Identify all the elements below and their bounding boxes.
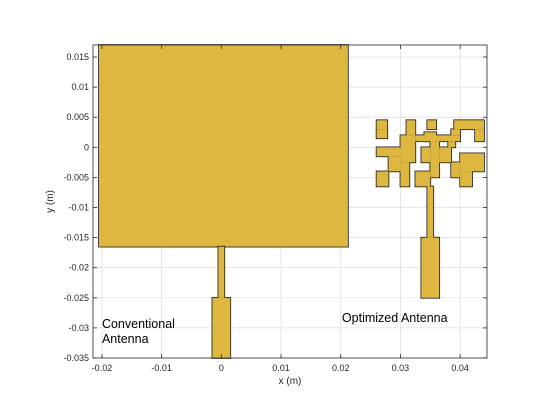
x-tick-label: -0.02 — [92, 363, 113, 373]
optimized-antenna-segment — [406, 120, 416, 136]
y-tick-label: 0.01 — [71, 82, 89, 92]
x-axis-ticks: -0.02 -0.01 0 0.01 0.02 0.03 0.04 — [92, 45, 469, 373]
conventional-patch — [98, 44, 349, 248]
conventional-feed — [211, 245, 232, 359]
y-tick-label: 0.005 — [66, 112, 89, 122]
y-tick-label: -0.03 — [68, 323, 89, 333]
optimized-antenna-segment — [448, 141, 456, 148]
conventional-feed-fill — [212, 246, 231, 358]
optimized-antenna-segment — [460, 171, 473, 187]
y-axis-ticks: 0.015 0.01 0.005 0 -0.005 -0.01 -0.015 -0.02 -0.… — [63, 52, 487, 363]
y-tick-label: 0 — [84, 142, 89, 152]
optimized-antenna-segment — [430, 141, 440, 178]
optimized-antenna-segment — [388, 156, 401, 172]
y-tick-label: -0.015 — [63, 233, 89, 243]
y-tick-label: -0.02 — [68, 263, 89, 273]
y-tick-label: -0.01 — [68, 203, 89, 213]
optimized-antenna-segment — [376, 171, 389, 187]
conventional-patch-fill — [98, 45, 348, 247]
y-axis-label: y (m) — [45, 190, 56, 213]
optimized-antenna-segment — [451, 129, 461, 136]
y-tick-label: -0.005 — [63, 172, 89, 182]
conventional-feed-segment — [218, 246, 225, 298]
annotation-text: Conventional Antenna — [102, 317, 175, 346]
optimized-antenna — [375, 119, 485, 299]
conventional-feed-segment — [212, 297, 231, 358]
annotation-line: Optimized Antenna — [342, 311, 448, 325]
optimized-antenna-segment — [376, 120, 388, 130]
x-tick-label: 0.03 — [392, 363, 410, 373]
annotation-text: Optimized Antenna — [342, 311, 448, 325]
optimized-antenna-segment — [415, 171, 431, 187]
annotation-line: Conventional — [102, 317, 175, 331]
optimized-antenna-segment — [460, 153, 485, 172]
optimized-antenna-fill — [376, 120, 485, 298]
y-tick-label: 0.015 — [66, 52, 89, 62]
optimized-antenna-segment — [400, 135, 416, 163]
x-tick-label: 0 — [219, 363, 224, 373]
axes-box — [92, 44, 488, 359]
y-tick-label: -0.035 — [63, 353, 89, 363]
x-tick-label: 0.02 — [332, 363, 350, 373]
optimized-antenna-segment — [376, 147, 401, 157]
optimized-antenna-segment — [451, 162, 461, 178]
optimized-antenna-segment — [427, 120, 437, 130]
x-axis-label: x (m) — [279, 376, 302, 387]
annotation-line: Antenna — [102, 332, 149, 346]
x-tick-label: 0.01 — [272, 363, 290, 373]
x-tick-label: 0.04 — [451, 363, 469, 373]
optimized-antenna-segment — [400, 162, 410, 187]
annotations: Conventional Antenna Optimized Antenna — [102, 311, 448, 346]
optimized-antenna-segment — [427, 186, 434, 238]
optimized-antenna-segment — [421, 237, 440, 298]
optimized-antenna-segment — [454, 120, 485, 130]
optimized-antenna-segment — [475, 129, 485, 142]
conventional-patch-segment — [98, 45, 348, 247]
optimized-antenna-segment — [415, 135, 461, 142]
optimized-antenna-segment — [376, 129, 388, 139]
antenna-shapes — [98, 44, 485, 359]
y-tick-label: -0.025 — [63, 293, 89, 303]
x-tick-label: -0.01 — [151, 363, 172, 373]
optimized-antenna-segment — [439, 147, 452, 163]
optimized-antenna-segment — [421, 147, 431, 163]
